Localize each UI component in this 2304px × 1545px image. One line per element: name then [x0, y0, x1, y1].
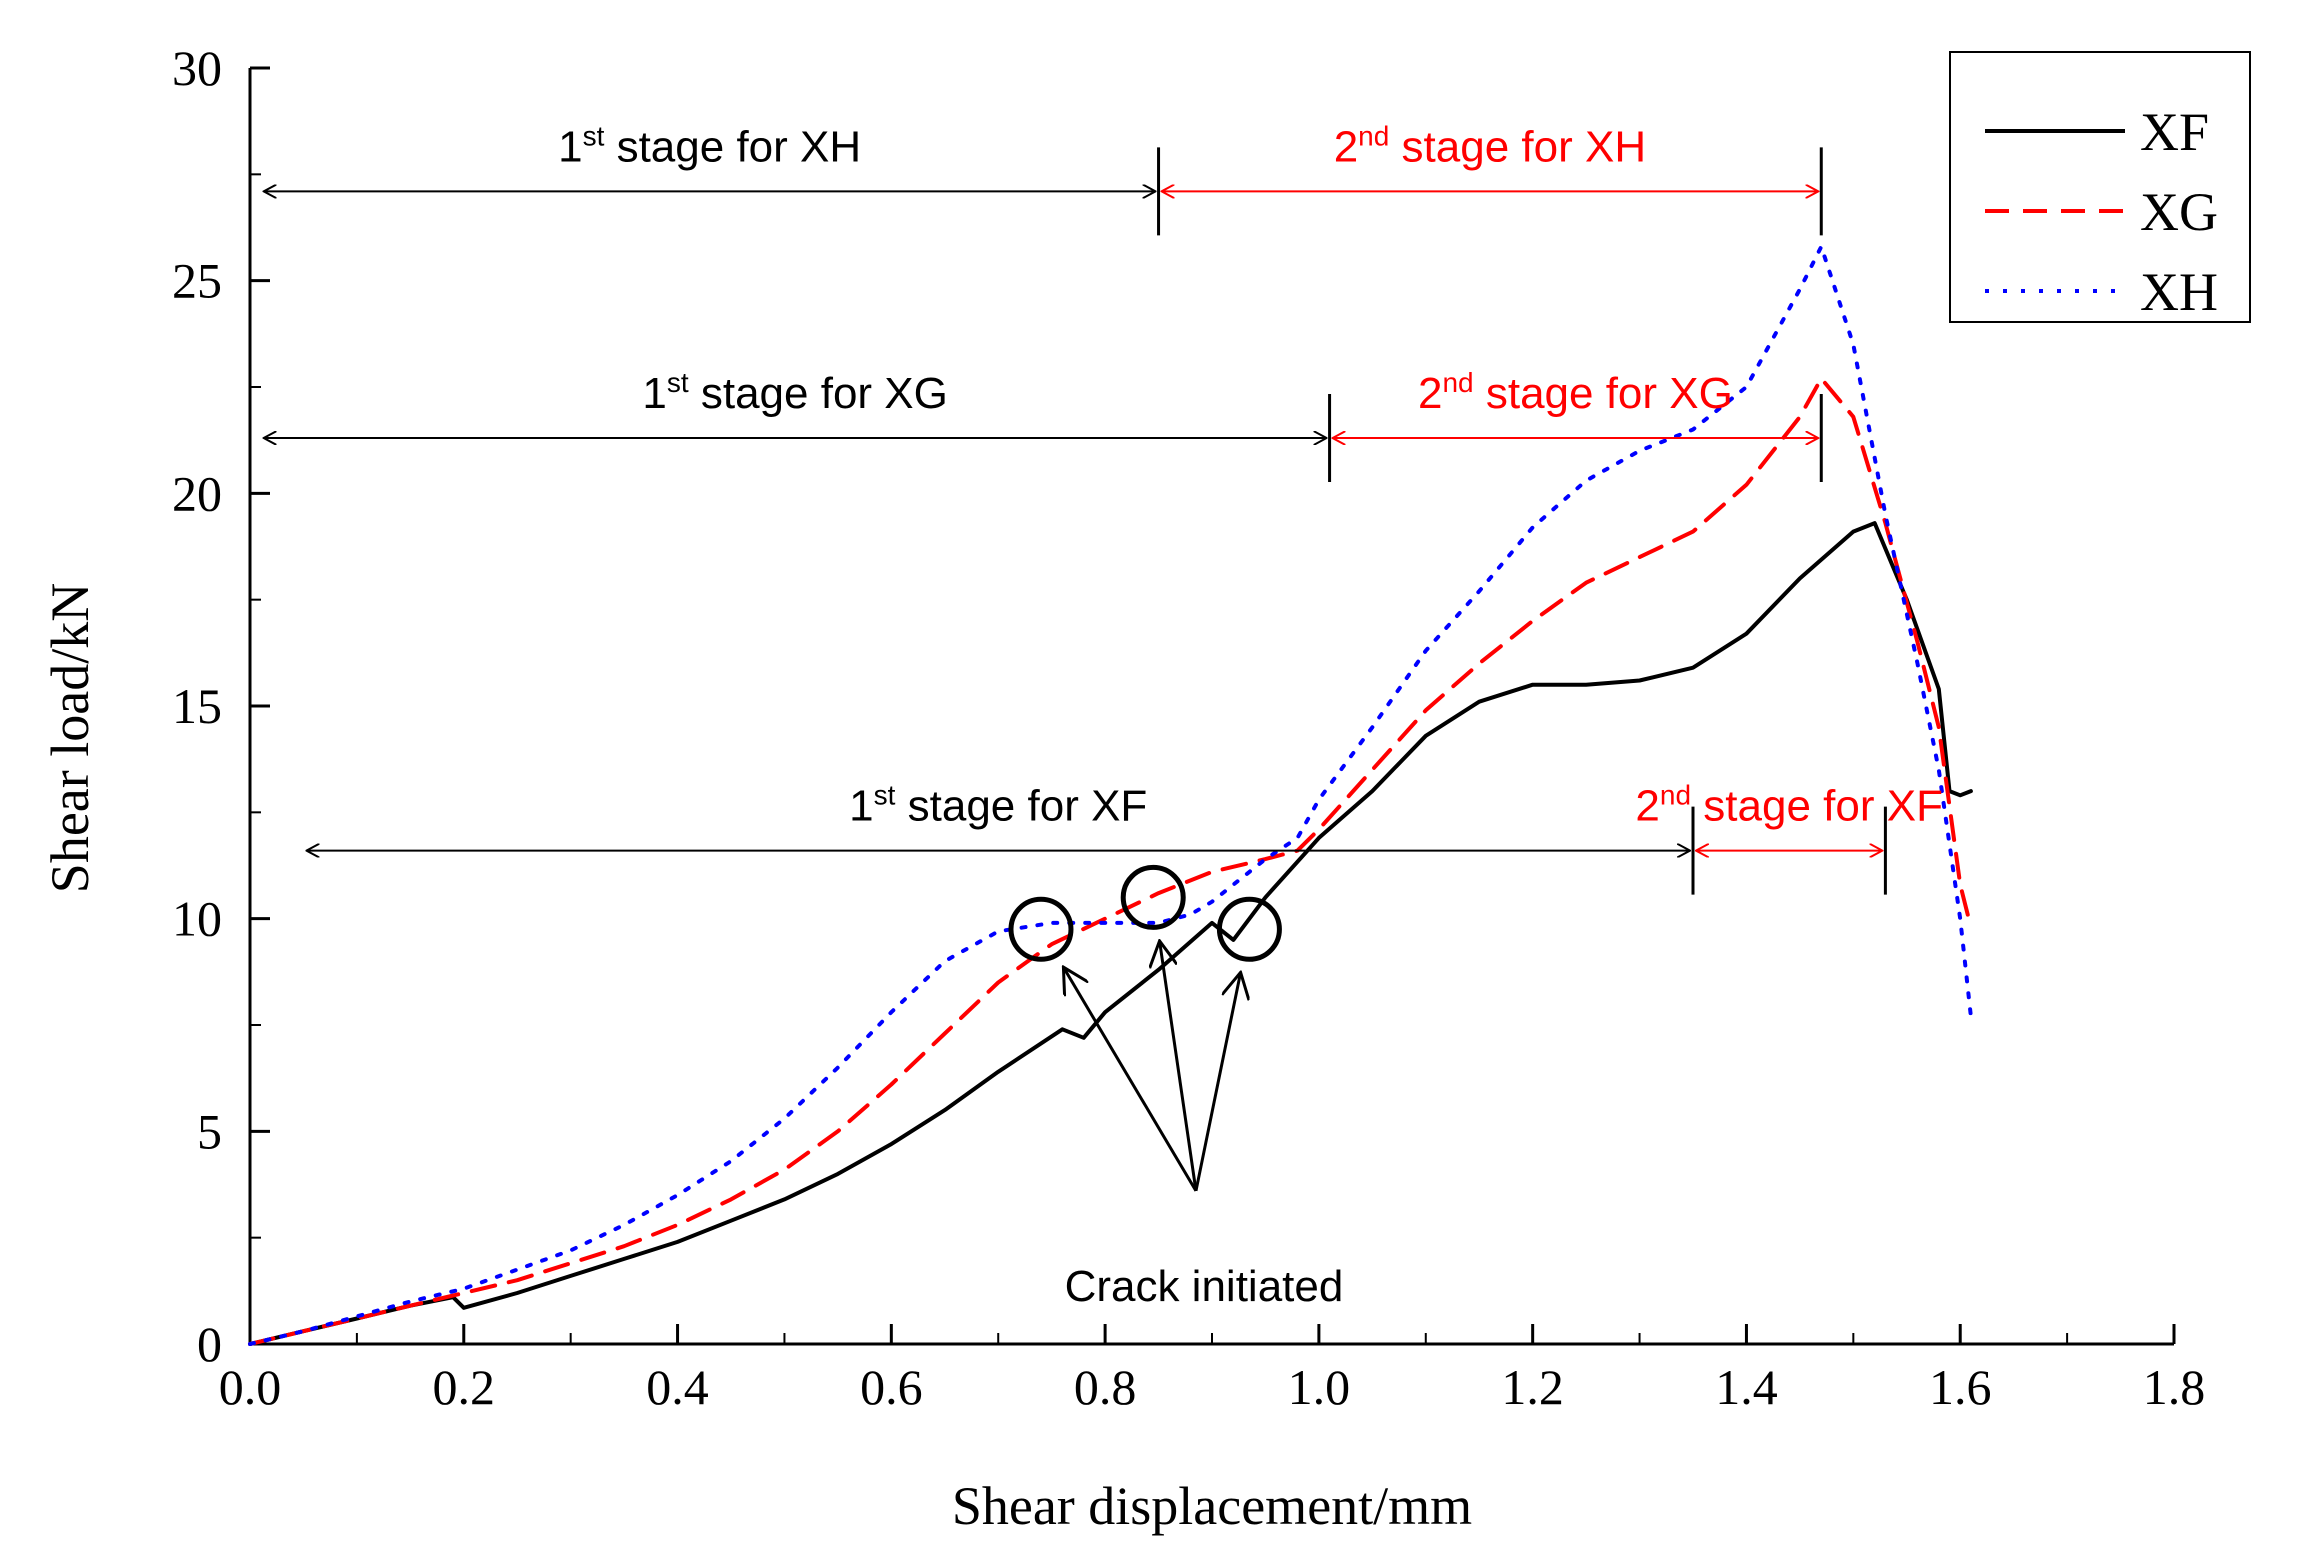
x-tick-label: 1.6: [1929, 1359, 1992, 1415]
x-axis-title: Shear displacement/mm: [952, 1476, 1472, 1536]
legend: XF XG XH: [1949, 51, 2251, 323]
legend-label-xf: XF: [2140, 102, 2209, 162]
y-tick-label: 5: [197, 1103, 222, 1159]
x-tick-label: 0.2: [433, 1359, 496, 1415]
stage-label-xf_stage1: 1st stage for XF: [849, 780, 1147, 831]
y-tick-label: 25: [172, 253, 222, 309]
x-tick-label: 1.8: [2143, 1359, 2206, 1415]
y-tick-label: 10: [172, 891, 222, 947]
crack-arrow: [1160, 943, 1198, 1192]
legend-label-xh: XH: [2140, 262, 2218, 322]
annotations: 1st stage for XH 2nd stage for XH 1st stag…: [265, 120, 1943, 1311]
legend-box: [1949, 51, 2251, 323]
crack-label: Crack initiated: [1065, 1262, 1344, 1311]
x-tick-label: 0.6: [860, 1359, 923, 1415]
stage-label-xg_stage2: 2nd stage for XG: [1418, 367, 1733, 418]
crack-arrow: [1194, 974, 1240, 1192]
crack-circle: [1008, 896, 1074, 962]
y-tick-label: 15: [172, 678, 222, 734]
x-tick-label: 0.8: [1074, 1359, 1137, 1415]
y-tick-label: 20: [172, 465, 222, 521]
series-lines: [248, 244, 1973, 1346]
x-tick-label: 1.4: [1715, 1359, 1778, 1415]
stage-label-xh_stage1: 1st stage for XH: [558, 120, 861, 171]
crack-circle: [1120, 864, 1186, 930]
crack-circle: [1216, 896, 1282, 962]
axes: 0.0 0.2 0.4 0.6 0.8 1.0 1.2 1.4 1.6 1.8 0 5 10 15 20 25…: [172, 40, 2205, 1415]
y-tick-label: 0: [197, 1316, 222, 1372]
y-tick-label: 30: [172, 40, 222, 96]
series-line-xf: [248, 521, 1973, 1346]
y-axis-title: Shear load/kN: [40, 583, 100, 893]
x-tick-label: 1.2: [1501, 1359, 1564, 1415]
stage-label-xg_stage1: 1st stage for XG: [642, 367, 948, 418]
series-line-xg: [248, 376, 1973, 1346]
crack-arrow: [1064, 969, 1198, 1192]
stage-label-xh_stage2: 2nd stage for XH: [1334, 120, 1646, 171]
x-tick-label: 0.4: [646, 1359, 709, 1415]
x-tick-label: 0.0: [219, 1359, 282, 1415]
legend-label-xg: XG: [2140, 182, 2218, 242]
stage-label-xf_stage2: 2nd stage for XF: [1635, 780, 1943, 831]
x-tick-label: 1.0: [1288, 1359, 1351, 1415]
